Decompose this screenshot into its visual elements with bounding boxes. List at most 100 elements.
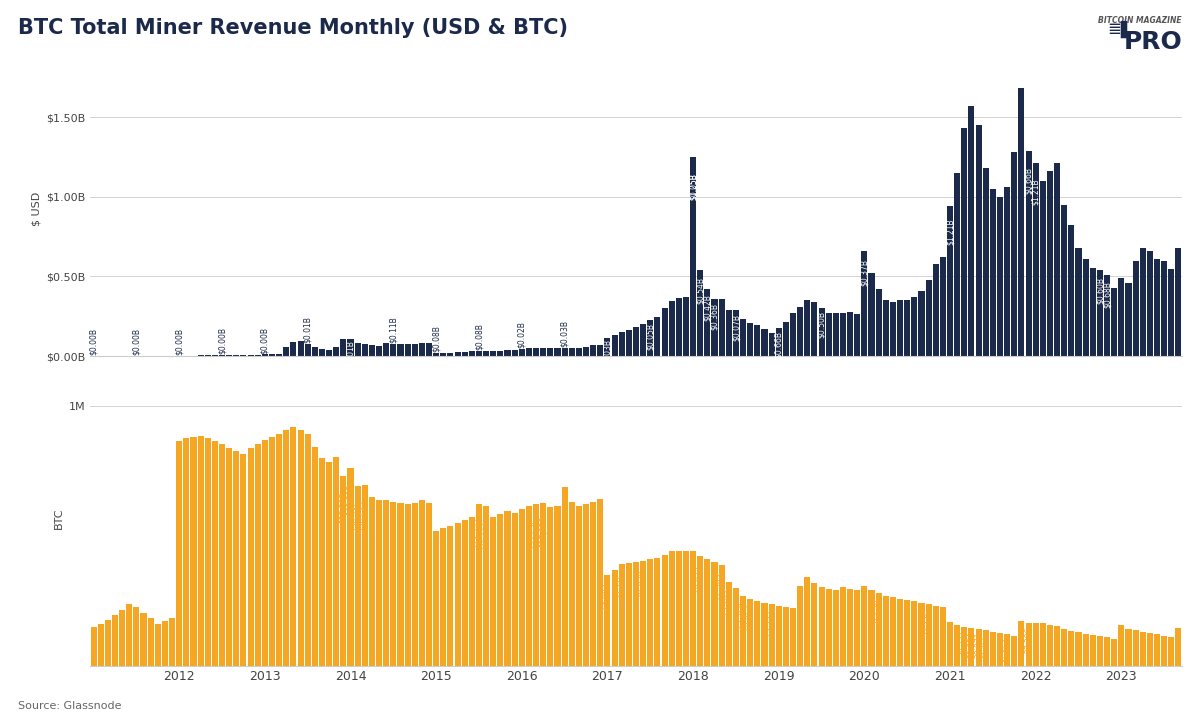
Bar	[547, 348, 553, 356]
Bar	[697, 270, 703, 356]
Text: $0.68B: $0.68B	[1103, 282, 1111, 308]
Bar	[504, 511, 510, 666]
Bar	[1061, 629, 1067, 666]
Bar	[890, 302, 896, 356]
Text: $0.00B: $0.00B	[132, 328, 140, 355]
Bar	[312, 447, 318, 666]
Bar	[240, 355, 246, 356]
Bar	[462, 352, 468, 356]
Bar	[947, 207, 953, 356]
Text: 57,227: 57,227	[767, 609, 776, 636]
Bar	[312, 348, 318, 356]
Text: 30,271: 30,271	[960, 630, 968, 657]
Bar	[562, 348, 568, 356]
Text: PRO: PRO	[1123, 30, 1182, 54]
Bar	[940, 607, 946, 666]
Text: $0.07B: $0.07B	[732, 314, 740, 341]
Bar	[376, 346, 382, 356]
Text: 135,295: 135,295	[338, 491, 348, 523]
Bar	[1154, 259, 1160, 356]
Bar	[484, 351, 490, 356]
Text: $1.25B: $1.25B	[689, 173, 697, 199]
Bar	[247, 355, 253, 356]
Bar	[476, 351, 482, 356]
Bar	[968, 628, 974, 666]
Text: 59,972: 59,972	[696, 565, 704, 592]
Bar	[619, 331, 625, 356]
Text: Source: Glassnode: Source: Glassnode	[18, 701, 121, 711]
Text: $0.11B: $0.11B	[389, 316, 398, 343]
Text: 127,636: 127,636	[532, 518, 540, 549]
Bar	[733, 588, 739, 666]
Bar	[898, 598, 904, 666]
Bar	[911, 297, 917, 356]
Text: 72,315: 72,315	[617, 572, 626, 599]
Bar	[383, 343, 389, 356]
Text: $0.54B: $0.54B	[696, 277, 704, 304]
Bar	[455, 352, 461, 356]
Bar	[690, 551, 696, 666]
Bar	[583, 347, 589, 356]
Bar	[198, 436, 204, 666]
Bar	[876, 593, 882, 666]
Bar	[726, 310, 732, 356]
Bar	[1133, 261, 1139, 356]
Text: $0.01B: $0.01B	[346, 340, 355, 366]
Bar	[433, 531, 439, 666]
Bar	[220, 355, 226, 356]
Bar	[526, 348, 532, 356]
Bar	[704, 559, 710, 666]
Bar	[1175, 628, 1182, 666]
Text: $0.00B: $0.00B	[217, 328, 227, 354]
Text: ≣▌: ≣▌	[1108, 20, 1134, 38]
Bar	[605, 575, 611, 666]
Bar	[569, 502, 575, 666]
Bar	[605, 338, 611, 356]
Bar	[469, 517, 475, 666]
Bar	[762, 603, 768, 666]
Bar	[504, 350, 510, 356]
Bar	[1162, 261, 1168, 356]
Bar	[583, 505, 589, 666]
Bar	[947, 621, 953, 666]
Text: $0.03B: $0.03B	[602, 339, 612, 366]
Bar	[133, 607, 139, 666]
Bar	[833, 313, 839, 356]
Bar	[654, 317, 660, 356]
Bar	[426, 343, 432, 356]
Bar	[140, 613, 146, 666]
Bar	[1133, 630, 1139, 666]
Bar	[654, 558, 660, 666]
Text: 114,227: 114,227	[474, 516, 484, 548]
Bar	[226, 355, 233, 356]
Bar	[983, 168, 989, 356]
Bar	[355, 343, 361, 356]
Bar	[547, 508, 553, 666]
Bar	[854, 590, 860, 666]
Bar	[368, 345, 374, 356]
Bar	[240, 454, 246, 666]
Bar	[904, 600, 911, 666]
Bar	[290, 427, 296, 666]
Bar	[740, 595, 746, 666]
Bar	[726, 582, 732, 666]
Bar	[1090, 268, 1096, 356]
Bar	[661, 307, 667, 356]
Bar	[898, 300, 904, 356]
Text: $0.03B: $0.03B	[560, 320, 569, 347]
Bar	[212, 355, 218, 356]
Bar	[782, 607, 788, 666]
Text: $0.05B: $0.05B	[646, 323, 655, 350]
Bar	[762, 329, 768, 356]
Bar	[269, 437, 275, 666]
Bar	[590, 502, 596, 666]
Bar	[361, 485, 368, 666]
Bar	[876, 289, 882, 356]
Bar	[1111, 639, 1117, 666]
Bar	[1039, 623, 1046, 666]
Bar	[647, 320, 653, 356]
Bar	[590, 346, 596, 356]
Text: 57,197: 57,197	[725, 588, 733, 615]
Text: 81,970: 81,970	[638, 569, 648, 595]
Bar	[911, 601, 917, 666]
